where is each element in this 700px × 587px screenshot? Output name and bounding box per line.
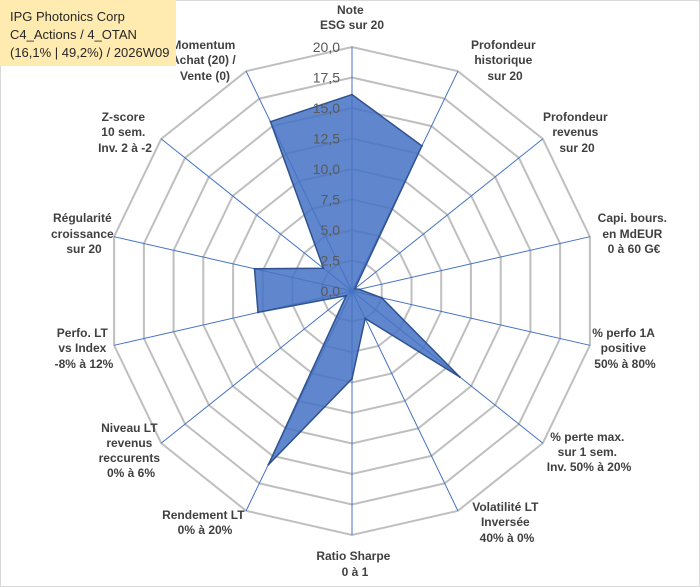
- axis-label-line: vs Index: [58, 341, 106, 355]
- axis-label-profondeur-historique: Profondeur historique sur 20: [471, 38, 539, 83]
- axis-label-regularite: Régularité croissance sur 20: [51, 211, 117, 256]
- data-point-2: [354, 288, 356, 290]
- axis-label-line: Inv. 2 à -2: [98, 141, 152, 155]
- axis-label-line: Inversée: [481, 515, 530, 529]
- axis-label-line: ESG sur 20: [320, 18, 384, 32]
- axis-label-line: Perfo. LT: [57, 326, 109, 340]
- axis-label-perte-max: % perte max. sur 1 sem. Inv. 50% à 20%: [547, 430, 632, 474]
- axis-label-perfo-1a: % perfo 1A positive 50% à 80%: [592, 326, 658, 371]
- axis-label-line: % perfo 1A: [592, 326, 655, 340]
- axis-label-line: revenus: [552, 125, 598, 139]
- axis-label-note-esg: Note ESG sur 20: [320, 3, 384, 32]
- axis-label-line: Profondeur: [543, 110, 608, 124]
- axis-label-z-score: Z-score 10 sem. Inv. 2 à -2: [98, 110, 152, 155]
- axis-label-line: Z-score: [102, 110, 146, 124]
- axis-label-line: Inv. 50% à 20%: [547, 460, 632, 474]
- axis-label-line: 40% à 0%: [480, 531, 535, 545]
- title-scores-week: (16,1% | 49,2%) / 2026W09: [10, 44, 176, 62]
- axis-label-line: historique: [474, 53, 532, 67]
- tick-label-3: 7,5: [321, 192, 341, 208]
- axis-label-line: revenus: [106, 436, 152, 450]
- axis-label-line: Momentum: [171, 38, 235, 52]
- axis-label-line: % perte max.: [550, 430, 624, 444]
- tick-label-2: 5,0: [321, 222, 341, 238]
- axis-label-rendement-lt: Rendement LT 0% à 20%: [162, 508, 248, 537]
- axis-label-line: Achat (20) /: [171, 53, 236, 67]
- axis-label-perfo-lt: Perfo. LT vs Index -8% à 12%: [55, 326, 114, 371]
- title-box: IPG Photonics Corp C4_Actions / 4_OTAN (…: [0, 0, 176, 66]
- axis-label-line: 0% à 20%: [178, 523, 233, 537]
- data-area: [255, 95, 460, 465]
- axis-label-line: Vente (0): [180, 69, 230, 83]
- axis-label-line: sur 20: [66, 242, 102, 256]
- tick-label-4: 10,0: [313, 161, 340, 177]
- data-point-3: [358, 288, 360, 290]
- data-point-10: [257, 311, 259, 313]
- tick-label-1: 2,5: [321, 253, 341, 269]
- axis-label-line: Rendement LT: [162, 508, 245, 522]
- data-point-5: [459, 376, 461, 378]
- radial-axis-ticks: 0,0 2,5 5,0 7,5 10,0 12,5 15,0 17,5 20,0: [313, 39, 340, 299]
- data-point-7: [351, 378, 353, 380]
- axis-label-line: reccurents: [99, 451, 161, 465]
- axis-label-volatilite: Volatilité LT Inversée 40% à 0%: [472, 500, 542, 545]
- axis-label-line: 50% à 80%: [594, 357, 656, 371]
- tick-label-7: 17,5: [313, 70, 340, 86]
- tick-label-5: 12,5: [313, 131, 340, 147]
- axis-label-line: sur 20: [487, 69, 523, 83]
- axis-label-momentum: Momentum Achat (20) / Vente (0): [171, 38, 239, 83]
- axis-label-line: Régularité: [53, 211, 112, 225]
- data-point-0: [351, 94, 353, 96]
- data-point-9: [345, 295, 347, 297]
- tick-label-0: 0,0: [321, 283, 341, 299]
- data-point-6: [364, 318, 366, 320]
- axis-label-line: en MdEUR: [602, 227, 662, 241]
- data-point-1: [421, 145, 423, 147]
- tick-label-6: 15,0: [313, 100, 340, 116]
- radar-chart: 0,0 2,5 5,0 7,5 10,0 12,5 15,0 17,5 20,0…: [0, 0, 700, 587]
- data-series: [254, 94, 461, 466]
- axis-label-line: Note: [337, 3, 364, 17]
- data-point-8: [267, 464, 269, 466]
- axis-label-line: Volatilité LT: [472, 500, 539, 514]
- data-point-11: [254, 268, 256, 270]
- axis-label-line: sur 20: [559, 141, 595, 155]
- axis-label-profondeur-revenus: Profondeur revenus sur 20: [543, 110, 611, 155]
- axis-label-line: positive: [601, 341, 647, 355]
- title-category: C4_Actions / 4_OTAN: [10, 26, 176, 44]
- axis-label-line: Ratio Sharpe: [316, 549, 390, 563]
- axis-label-line: -8% à 12%: [55, 357, 114, 371]
- axis-label-line: 10 sem.: [101, 125, 145, 139]
- axis-label-line: sur 1 sem.: [558, 445, 617, 459]
- axis-label-line: 0 à 1: [342, 565, 369, 579]
- data-point-4: [381, 297, 383, 299]
- axis-label-line: Profondeur: [471, 38, 536, 52]
- data-point-13: [270, 121, 272, 123]
- tick-label-8: 20,0: [313, 39, 340, 55]
- axis-label-line: Capi. bours.: [598, 211, 667, 225]
- axis-label-line: 0% à 6%: [107, 466, 155, 480]
- axis-label-line: 0 à 60 G€: [608, 242, 661, 256]
- axis-label-capi-bours: Capi. bours. en MdEUR 0 à 60 G€: [598, 211, 671, 256]
- axis-label-niveau-lt: Niveau LT revenus reccurents 0% à 6%: [99, 421, 164, 480]
- title-company: IPG Photonics Corp: [10, 8, 176, 26]
- axis-label-line: croissance: [51, 227, 114, 241]
- axis-label-line: Niveau LT: [101, 421, 158, 435]
- axis-label-ratio-sharpe: Ratio Sharpe 0 à 1: [316, 549, 393, 579]
